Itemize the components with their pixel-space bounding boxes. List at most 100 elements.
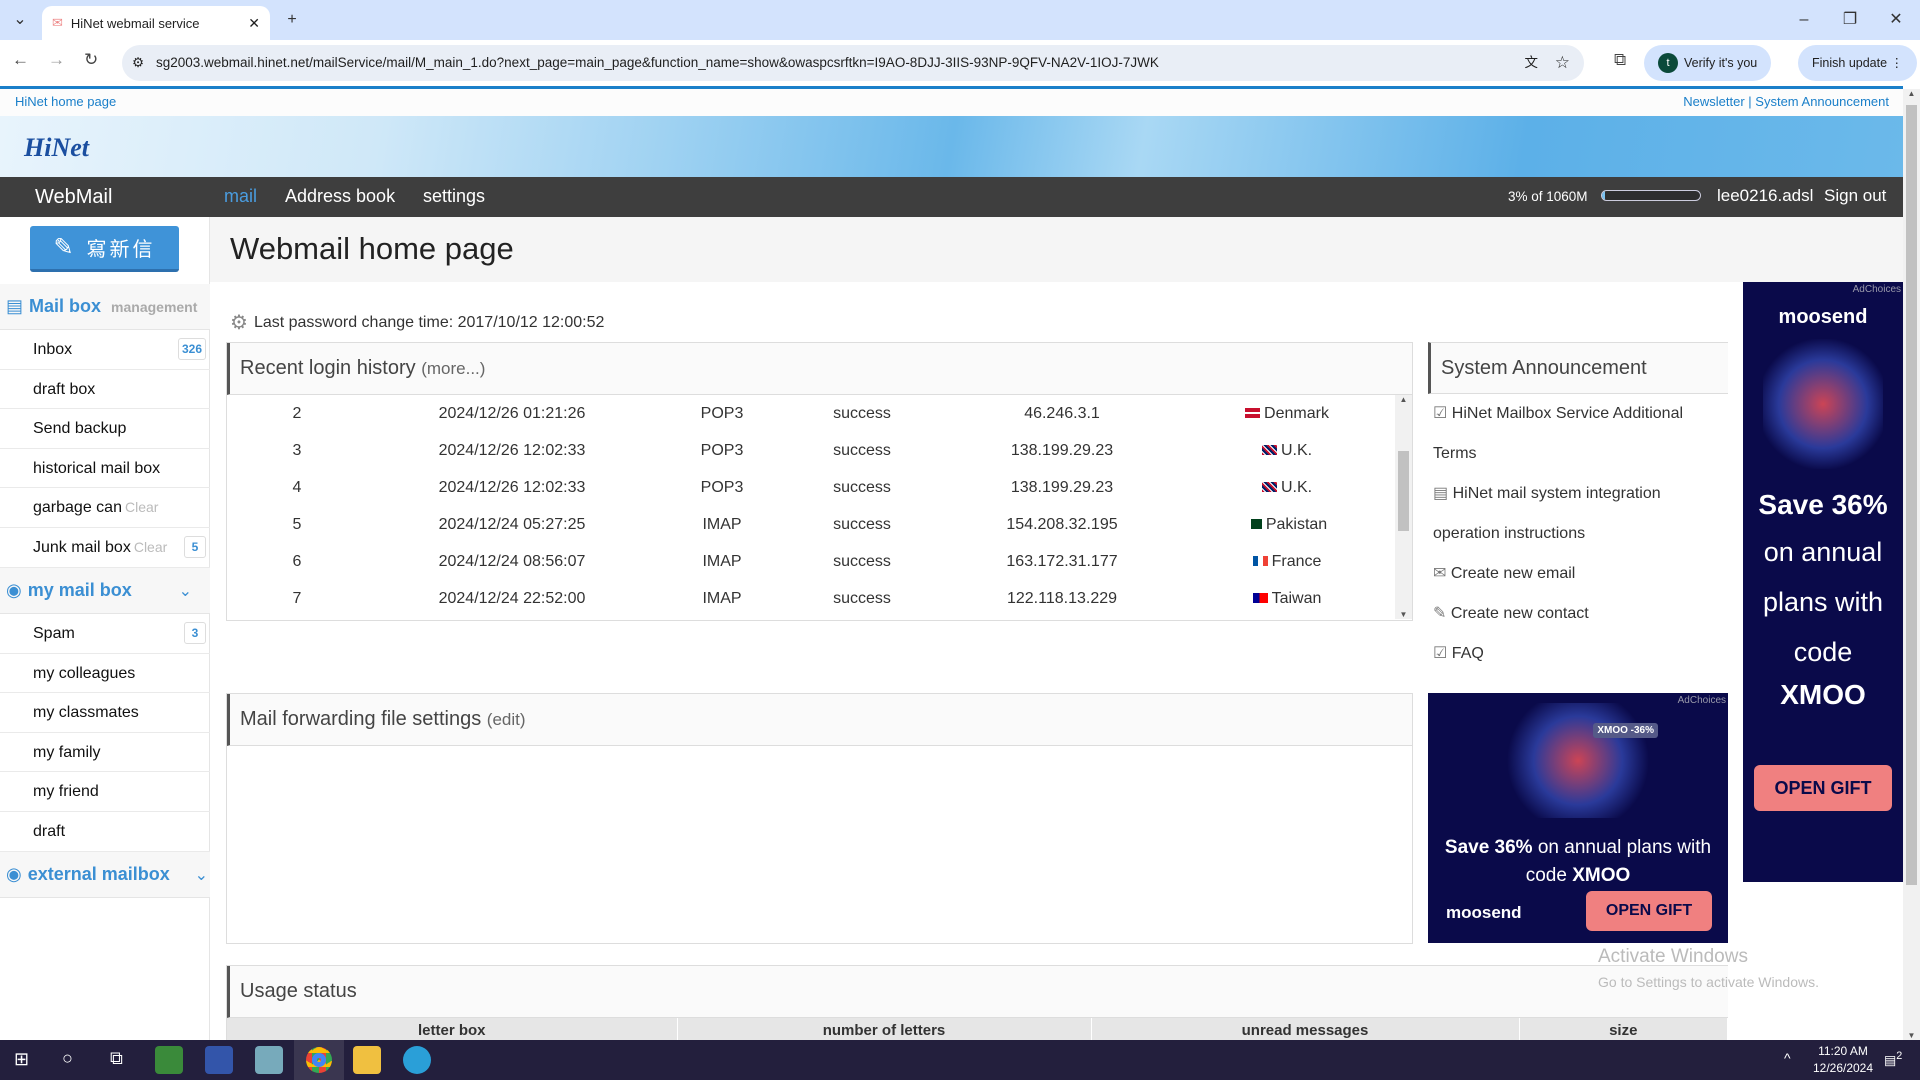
chrome-app-icon[interactable] — [294, 1040, 344, 1080]
verify-button[interactable]: t Verify it's you — [1644, 45, 1772, 81]
minimize-icon[interactable]: – — [1799, 11, 1809, 28]
create-email-link[interactable]: ✉ Create new email — [1428, 554, 1728, 594]
compose-label: 寫新信 — [86, 239, 156, 261]
site-info-icon[interactable]: ⚙ — [132, 55, 145, 70]
sidebar-item[interactable]: Junk mail box Clear 5 — [0, 528, 210, 568]
external-mailbox-group-header[interactable]: ◉ external mailbox ⌄ — [0, 852, 210, 898]
country-flag-icon — [1261, 482, 1277, 493]
wide-ad-banner[interactable]: AdChoices XMOO -36% Save 36% on annual p… — [1428, 693, 1728, 943]
sidebar-item[interactable]: my colleagues — [0, 654, 210, 694]
task-view-icon[interactable]: ⧉ — [110, 1048, 123, 1068]
sidebar-item[interactable]: garbage can Clear — [0, 488, 210, 528]
compose-button[interactable]: ✎ 寫新信 — [30, 226, 179, 272]
checkbox-icon: ☑ — [1433, 645, 1448, 662]
country: Taiwan — [1187, 590, 1387, 608]
sign-out-link[interactable]: Sign out — [1824, 186, 1887, 205]
nav-settings[interactable]: settings — [423, 186, 486, 206]
sidebar-item[interactable]: my friend — [0, 772, 210, 812]
main-nav: WebMail mail Address book settings 3% of… — [0, 177, 1903, 217]
country-name: U.K. — [1280, 441, 1313, 459]
scrollbar-thumb[interactable] — [1398, 451, 1409, 531]
sidebar-item[interactable]: Spam 3 — [0, 614, 210, 654]
open-gift-button[interactable]: OPEN GIFT — [1586, 891, 1712, 931]
sidebar-item[interactable]: Send backup — [0, 409, 210, 449]
edit-link[interactable]: (edit) — [486, 710, 526, 729]
sidebar-item[interactable]: my classmates — [0, 693, 210, 733]
adchoices-label[interactable]: AdChoices — [1677, 695, 1726, 706]
login-time: 2024/12/26 12:02:33 — [438, 478, 586, 496]
sidebar-item[interactable]: draft — [0, 812, 210, 852]
open-gift-button[interactable]: OPEN GIFT — [1754, 765, 1892, 811]
faq-link[interactable]: ☑ FAQ — [1428, 634, 1728, 674]
clear-link[interactable]: Clear — [133, 539, 168, 555]
translate-icon[interactable]: 文 — [1524, 55, 1539, 70]
newsletter-link[interactable]: Newsletter — [1683, 94, 1745, 109]
browser-tab[interactable]: ✉ HiNet webmail service ✕ — [42, 6, 270, 40]
sidebar-item[interactable]: historical mail box — [0, 449, 210, 489]
notepad-app-icon[interactable] — [155, 1046, 183, 1074]
tab-list-chevron-icon[interactable]: ⌄ — [13, 11, 27, 28]
page-scrollbar[interactable]: ▲ ▼ — [1903, 89, 1920, 1040]
clear-link[interactable]: Clear — [124, 499, 159, 516]
tray-chevron-icon[interactable]: ^ — [1784, 1050, 1791, 1066]
clock[interactable]: 11:20 AM 12/26/2024 — [1808, 1044, 1878, 1075]
app-icon[interactable] — [255, 1046, 283, 1074]
unread-count-badge: 326 — [177, 338, 206, 360]
chevron-down-icon[interactable]: ⌄ — [194, 866, 208, 884]
back-icon[interactable]: ← — [12, 50, 29, 69]
sidebar-item[interactable]: Inbox 326 — [0, 330, 210, 370]
my-mailbox-group-header[interactable]: ◉ my mail box ⌄ — [0, 568, 210, 614]
time: 11:20 AM — [1818, 1044, 1868, 1058]
adchoices-label[interactable]: AdChoices — [1852, 284, 1901, 295]
mailbox-group-header[interactable]: ▤ Mail box management — [0, 284, 210, 330]
ad-text: on annual plans with code — [1762, 537, 1884, 667]
extensions-icon[interactable]: ⧉ — [1614, 50, 1627, 69]
telegram-app-icon[interactable] — [403, 1046, 431, 1074]
notification-center-icon[interactable]: ▤2 — [1884, 1050, 1903, 1068]
chevron-down-icon[interactable]: ⌄ — [178, 582, 192, 600]
windows-activation-watermark: Activate Windows Go to Settings to activa… — [1598, 946, 1819, 990]
sidebar-item[interactable]: draft box — [0, 370, 210, 410]
hinet-logo[interactable]: HiNet — [24, 133, 89, 162]
hinet-home-link[interactable]: HiNet home page — [15, 94, 117, 109]
windows-start-icon[interactable]: ⊞ — [14, 1049, 30, 1069]
group-title: my mail box — [27, 580, 132, 600]
date: 12/26/2024 — [1812, 1061, 1874, 1075]
login-status: success — [833, 404, 891, 422]
close-window-icon[interactable]: ✕ — [1889, 11, 1903, 28]
create-contact-link[interactable]: ✎ Create new contact — [1428, 594, 1728, 634]
bookmark-star-icon[interactable]: ☆ — [1554, 53, 1570, 72]
sidebar-item-label: historical mail box — [33, 459, 161, 477]
announcement-link[interactable]: ▤ HiNet mail system integration operatio… — [1428, 474, 1728, 554]
sidebar-item-label: my colleagues — [33, 664, 136, 682]
close-tab-icon[interactable]: ✕ — [248, 14, 260, 31]
tall-ad-banner[interactable]: AdChoices moosend Save 36% on annual pla… — [1743, 282, 1903, 882]
management-link[interactable]: management — [111, 298, 198, 315]
nav-address-book[interactable]: Address book — [285, 186, 396, 206]
file-explorer-icon[interactable] — [353, 1046, 381, 1074]
scrollbar-thumb[interactable] — [1906, 105, 1917, 885]
sidebar-item[interactable]: my family — [0, 733, 210, 773]
finish-update-button[interactable]: Finish update ⋮ — [1798, 45, 1918, 81]
row-number: 3 — [292, 441, 302, 459]
restore-icon[interactable]: ❐ — [1842, 11, 1858, 28]
mail-forwarding-panel: Mail forwarding file settings (edit) — [226, 693, 1413, 944]
reload-icon[interactable]: ↻ — [84, 50, 99, 69]
sidebar-item-label: Inbox — [33, 341, 73, 358]
banner: HiNet — [0, 116, 1903, 177]
forward-icon[interactable]: → — [48, 50, 65, 69]
url-input[interactable]: ⚙ sg2003.webmail.hinet.net/mailService/ma… — [122, 45, 1584, 81]
country-flag-icon — [1252, 556, 1268, 567]
more-link[interactable]: (more...) — [421, 359, 486, 378]
new-tab-icon[interactable]: + — [287, 11, 297, 28]
login-status: success — [833, 441, 891, 459]
group-title: external mailbox — [27, 864, 170, 884]
announcement-link[interactable]: ☑ HiNet Mailbox Service Additional Terms — [1428, 394, 1728, 474]
nav-mail[interactable]: mail — [224, 186, 258, 206]
country-name: France — [1271, 552, 1322, 570]
remote-desktop-app-icon[interactable] — [205, 1046, 233, 1074]
verify-label: Verify it's you — [1684, 56, 1758, 70]
table-scrollbar[interactable]: ▲ ▼ — [1395, 395, 1412, 619]
search-icon[interactable]: ○ — [62, 1048, 73, 1068]
system-announcement-link[interactable]: System Announcement — [1755, 94, 1889, 109]
